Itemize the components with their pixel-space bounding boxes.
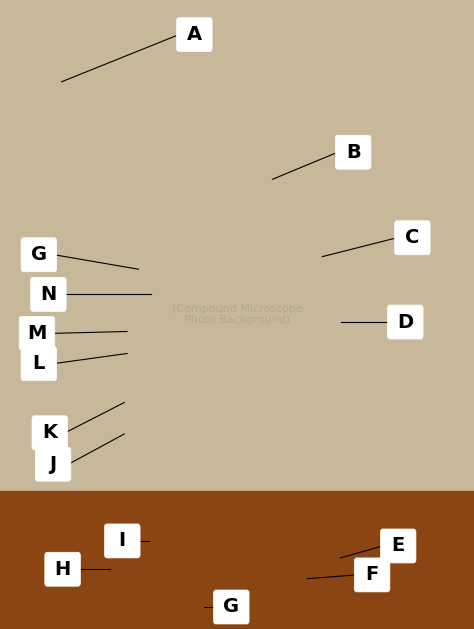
FancyBboxPatch shape: [45, 552, 80, 586]
Text: B: B: [346, 143, 361, 162]
Text: H: H: [55, 560, 71, 579]
Text: G: G: [223, 598, 239, 616]
Bar: [0, 491, 474, 629]
FancyBboxPatch shape: [30, 277, 66, 311]
Text: N: N: [40, 285, 56, 304]
Text: I: I: [118, 532, 126, 550]
FancyBboxPatch shape: [19, 316, 55, 350]
FancyBboxPatch shape: [213, 590, 249, 624]
FancyBboxPatch shape: [176, 18, 212, 52]
FancyBboxPatch shape: [32, 416, 67, 450]
Text: K: K: [42, 423, 57, 442]
Text: F: F: [365, 565, 379, 584]
Text: A: A: [187, 25, 202, 44]
FancyBboxPatch shape: [354, 558, 390, 592]
Text: (Compound Microscope
Photo Background): (Compound Microscope Photo Background): [172, 304, 302, 325]
FancyBboxPatch shape: [21, 347, 57, 381]
Text: G: G: [31, 245, 47, 264]
FancyBboxPatch shape: [387, 305, 423, 339]
FancyBboxPatch shape: [394, 221, 430, 255]
FancyBboxPatch shape: [35, 447, 71, 481]
Text: J: J: [49, 455, 57, 474]
Text: M: M: [27, 324, 46, 343]
FancyBboxPatch shape: [104, 524, 140, 558]
FancyBboxPatch shape: [336, 135, 371, 169]
Text: C: C: [405, 228, 419, 247]
FancyBboxPatch shape: [380, 529, 416, 563]
Text: D: D: [397, 313, 413, 331]
FancyBboxPatch shape: [21, 238, 57, 272]
Text: L: L: [33, 354, 45, 373]
Text: E: E: [392, 537, 405, 555]
Bar: [0, 0, 474, 491]
